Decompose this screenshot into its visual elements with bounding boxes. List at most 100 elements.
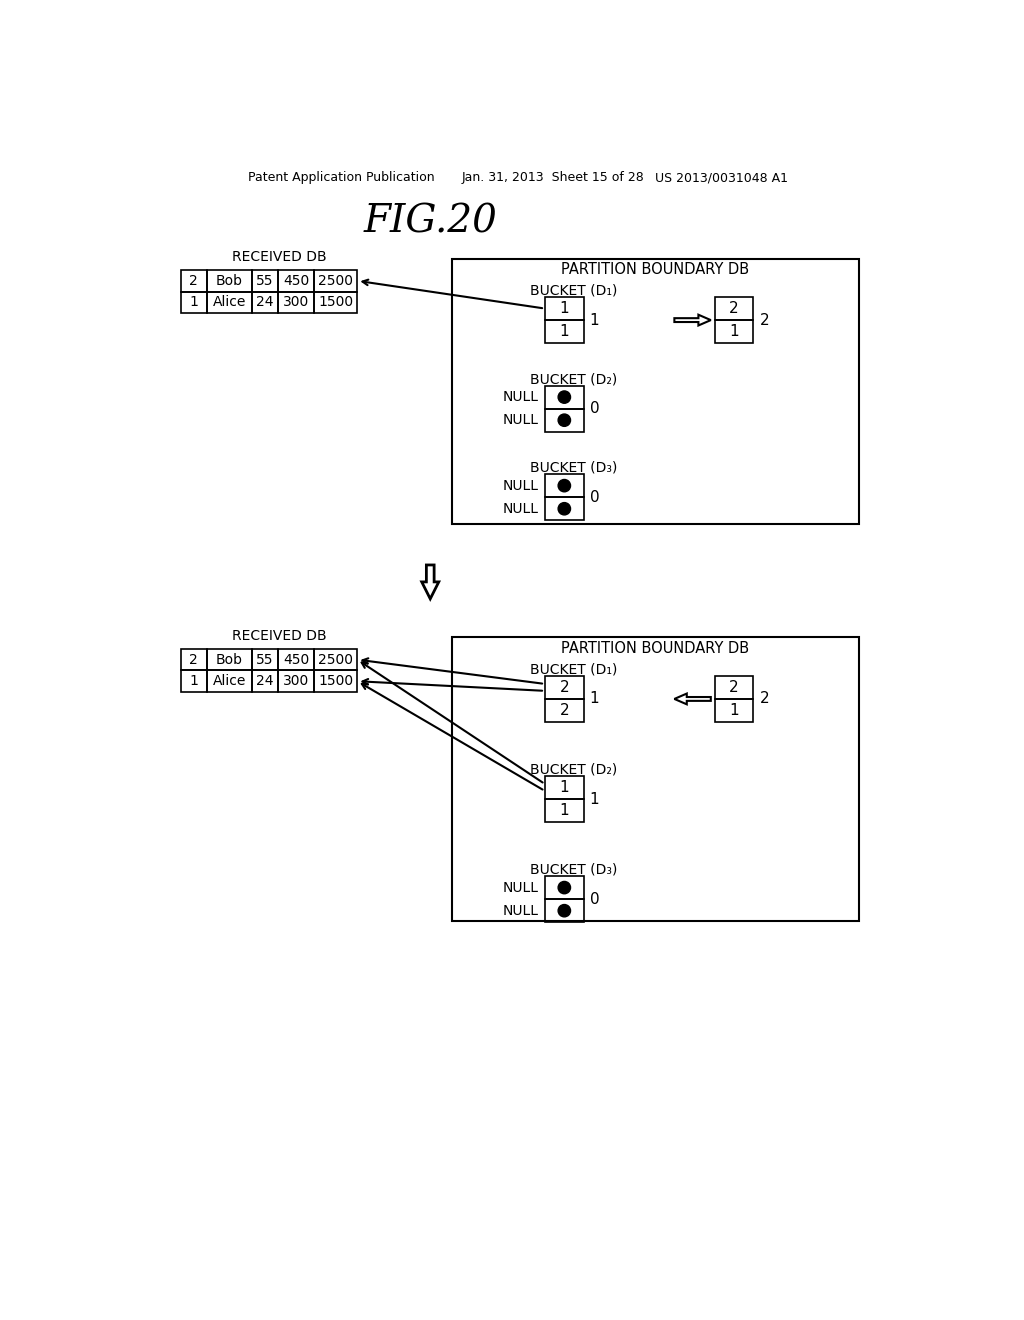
Bar <box>545 899 584 923</box>
Text: 300: 300 <box>283 675 309 688</box>
Circle shape <box>558 503 570 515</box>
Bar <box>545 776 584 799</box>
Bar <box>545 297 584 321</box>
Bar <box>545 498 584 520</box>
Bar <box>207 671 252 692</box>
Text: 1: 1 <box>590 313 599 327</box>
Text: BUCKET (D₁): BUCKET (D₁) <box>530 663 617 677</box>
Bar <box>314 271 357 292</box>
Circle shape <box>558 904 570 917</box>
Text: BUCKET (D₂): BUCKET (D₂) <box>530 763 617 776</box>
Text: NULL: NULL <box>503 502 539 516</box>
Text: 2: 2 <box>559 704 569 718</box>
Bar <box>180 292 207 313</box>
Text: PARTITION BOUNDARY DB: PARTITION BOUNDARY DB <box>561 261 750 277</box>
Bar <box>545 321 584 343</box>
Text: BUCKET (D₁): BUCKET (D₁) <box>530 284 617 298</box>
Bar <box>545 876 584 899</box>
Bar <box>279 671 314 692</box>
Text: 450: 450 <box>283 652 309 667</box>
Circle shape <box>558 882 570 894</box>
Text: 0: 0 <box>590 401 599 416</box>
Bar <box>314 649 357 671</box>
Bar <box>545 700 584 722</box>
Text: 2: 2 <box>760 313 769 327</box>
Text: 1500: 1500 <box>318 675 353 688</box>
Text: Alice: Alice <box>213 675 246 688</box>
Bar <box>207 292 252 313</box>
Text: BUCKET (D₂): BUCKET (D₂) <box>530 372 617 387</box>
Text: 1: 1 <box>590 792 599 807</box>
Bar <box>715 700 754 722</box>
Text: 2: 2 <box>729 301 739 315</box>
Text: 300: 300 <box>283 296 309 309</box>
Text: 1: 1 <box>559 803 569 818</box>
Text: 2: 2 <box>729 680 739 694</box>
Bar <box>314 292 357 313</box>
Text: 1: 1 <box>559 301 569 315</box>
Text: Bob: Bob <box>216 652 243 667</box>
Bar <box>452 259 859 524</box>
Polygon shape <box>675 693 711 705</box>
Text: US 2013/0031048 A1: US 2013/0031048 A1 <box>655 172 788 185</box>
Text: 2: 2 <box>559 680 569 694</box>
Bar <box>180 671 207 692</box>
Text: NULL: NULL <box>503 413 539 428</box>
Circle shape <box>558 414 570 426</box>
Text: 2500: 2500 <box>318 273 353 288</box>
Bar <box>279 649 314 671</box>
Text: 1: 1 <box>729 325 739 339</box>
Bar <box>545 676 584 700</box>
Text: 1: 1 <box>189 296 199 309</box>
Bar <box>180 271 207 292</box>
Bar <box>452 638 859 921</box>
Text: 1: 1 <box>189 675 199 688</box>
Circle shape <box>558 391 570 404</box>
Text: Jan. 31, 2013  Sheet 15 of 28: Jan. 31, 2013 Sheet 15 of 28 <box>461 172 644 185</box>
Bar <box>252 671 279 692</box>
Text: NULL: NULL <box>503 904 539 917</box>
Text: 24: 24 <box>256 296 274 309</box>
Text: 2: 2 <box>189 273 199 288</box>
Text: 1500: 1500 <box>318 296 353 309</box>
Bar <box>545 385 584 409</box>
Circle shape <box>558 479 570 492</box>
Bar <box>252 292 279 313</box>
Text: NULL: NULL <box>503 479 539 492</box>
Text: 1: 1 <box>590 692 599 706</box>
Text: FIG.20: FIG.20 <box>364 203 498 240</box>
Polygon shape <box>675 314 711 326</box>
Text: RECEIVED DB: RECEIVED DB <box>231 249 327 264</box>
Text: 0: 0 <box>590 891 599 907</box>
Text: 2: 2 <box>760 692 769 706</box>
Bar <box>252 271 279 292</box>
Bar <box>715 321 754 343</box>
Bar <box>314 671 357 692</box>
Bar <box>207 649 252 671</box>
Bar <box>207 271 252 292</box>
Text: 2: 2 <box>189 652 199 667</box>
Bar <box>715 676 754 700</box>
Bar <box>180 649 207 671</box>
Text: 55: 55 <box>256 273 274 288</box>
Text: 2500: 2500 <box>318 652 353 667</box>
Text: 55: 55 <box>256 652 274 667</box>
Text: 450: 450 <box>283 273 309 288</box>
Text: Patent Application Publication: Patent Application Publication <box>248 172 435 185</box>
Text: 1: 1 <box>559 325 569 339</box>
Text: NULL: NULL <box>503 391 539 404</box>
Text: Bob: Bob <box>216 273 243 288</box>
Text: 1: 1 <box>559 780 569 795</box>
Bar <box>279 271 314 292</box>
Text: Alice: Alice <box>213 296 246 309</box>
Text: BUCKET (D₃): BUCKET (D₃) <box>530 461 617 475</box>
Text: NULL: NULL <box>503 880 539 895</box>
Bar <box>545 799 584 822</box>
Text: BUCKET (D₃): BUCKET (D₃) <box>530 863 617 876</box>
Text: 0: 0 <box>590 490 599 504</box>
Bar <box>545 474 584 498</box>
Bar <box>715 297 754 321</box>
Bar <box>279 292 314 313</box>
Polygon shape <box>422 565 438 599</box>
Text: 1: 1 <box>729 704 739 718</box>
